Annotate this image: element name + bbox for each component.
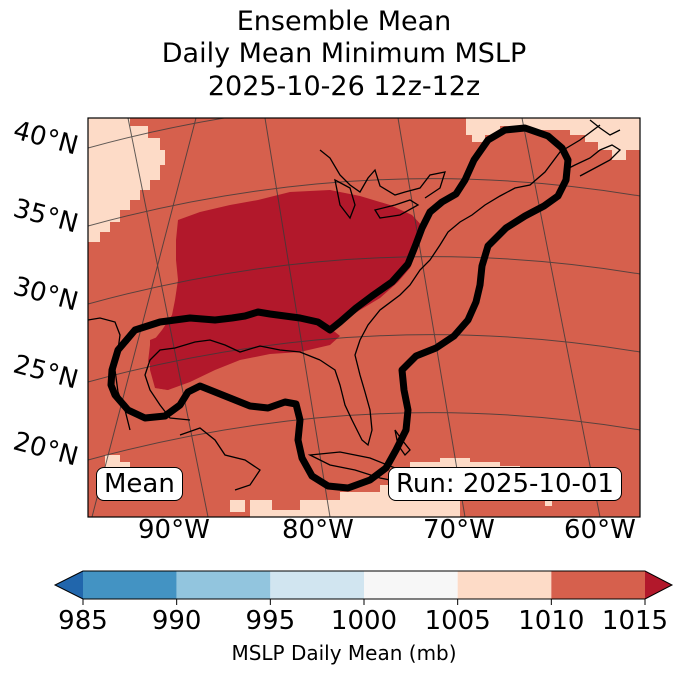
colorbar-tick-995: 995: [245, 606, 296, 636]
colorbar-tick-1015: 1015: [601, 606, 669, 636]
colorbar-tick-985: 985: [58, 606, 108, 636]
longitude-line-60W: [521, 118, 601, 517]
lake-erie: [373, 199, 420, 219]
colorbar: [53, 570, 674, 605]
colorbar-segment-985-990: [83, 571, 177, 599]
atlantic-coast: [319, 124, 601, 447]
colorbar-segment-1000-1005: [364, 571, 458, 599]
graticule: [88, 118, 640, 517]
low-pressure-gulf: [150, 318, 340, 390]
colorbar-segment-990-995: [176, 571, 271, 599]
longitude-line-100W: [91, 118, 197, 517]
colorbar-segment-995-1000: [270, 571, 364, 599]
colorbar-segment-1005-1010: [457, 571, 552, 599]
map-frame: [87, 117, 641, 518]
high-pressure-patch-small: [230, 500, 245, 512]
title-line-3: 2025-10-26 12z-12z: [207, 71, 481, 102]
map-panel: [88, 118, 640, 517]
lon-label-60W: 60°W: [564, 515, 636, 545]
high-pressure-patch-northwest: [88, 118, 165, 242]
gulf-coast: [144, 339, 321, 421]
colorbar-tick-1010: 1010: [518, 606, 585, 636]
high-pressure-patch-northeast: [466, 118, 640, 160]
colorbar-tick-1000: 1000: [330, 606, 398, 636]
lon-label-90W: 90°W: [138, 515, 210, 545]
lon-label-80W: 80°W: [282, 515, 354, 545]
title-line-2: Daily Mean Minimum MSLP: [161, 38, 527, 69]
colorbar-tick-1005: 1005: [424, 606, 491, 636]
colorbar-tick-990: 990: [151, 606, 202, 636]
colorbar-extend-low: [55, 571, 83, 599]
lon-label-70W: 70°W: [423, 515, 495, 545]
colorbar-label: MSLP Daily Mean (mb): [231, 641, 457, 665]
newfoundland-coast: [589, 119, 621, 136]
yucatan-coast: [179, 427, 261, 491]
title-line-1: Ensemble Mean: [236, 6, 452, 37]
latitude-line-40N: [88, 118, 640, 149]
longitude-line-70W: [397, 118, 466, 517]
contour-1005mb: [107, 124, 572, 492]
run-date-box: Run: 2025-10-01: [388, 467, 622, 501]
great-lakes-coast: [319, 149, 446, 199]
lake-michigan: [334, 178, 356, 220]
latitude-line-30N: [88, 256, 640, 305]
colorbar-segment-1010-1015: [551, 571, 645, 599]
mean-box: Mean: [96, 467, 183, 501]
colorbar-extend-high: [645, 571, 672, 599]
nova-scotia-coast: [564, 144, 622, 177]
colorbar-tick-marks: [82, 599, 646, 605]
latitude-line-20N: [88, 412, 640, 461]
latitude-line-25N: [88, 334, 640, 383]
